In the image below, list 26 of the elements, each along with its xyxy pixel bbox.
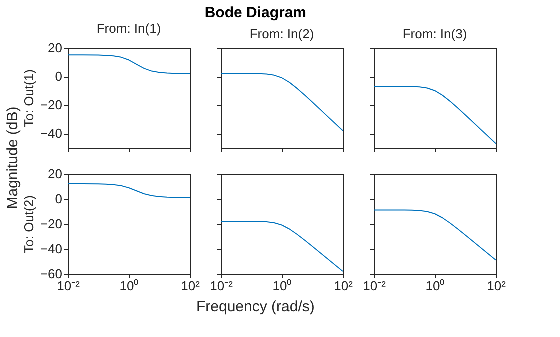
x-tick-label: 10⁰: [120, 278, 140, 294]
text: Magnitude (dB): [4, 106, 22, 210]
y-tick-label: −40: [40, 126, 62, 142]
y-tick-label: 20: [48, 40, 62, 56]
text: Frequency (rad/s): [196, 298, 315, 316]
y-tick-label: 0: [55, 69, 62, 84]
y-tick-label: −20: [40, 216, 62, 232]
chart-title: From: In(3): [402, 26, 468, 42]
chart-title: From: In(1): [96, 21, 162, 36]
x-tick-label: 10²: [181, 278, 201, 294]
x-tick-label: 10²: [487, 278, 507, 294]
y-axis-title: To: Out(1): [21, 70, 36, 128]
x-tick-label: 10⁻²: [210, 278, 234, 294]
y-tick-label: −40: [40, 242, 62, 256]
x-tick-label: 10²: [334, 278, 354, 294]
x-tick-label: 10⁻²: [57, 278, 81, 294]
text: Bode Diagram: [204, 4, 307, 22]
y-tick-label: 20: [48, 166, 62, 182]
x-tick-label: 10⁻²: [363, 278, 387, 294]
x-tick-label: 10⁰: [272, 278, 292, 294]
y-tick-label: −20: [40, 98, 62, 113]
x-tick-label: 10⁰: [426, 278, 446, 294]
chart-title: From: In(2): [250, 26, 314, 42]
y-axis-title: To: Out(2): [21, 196, 36, 254]
y-tick-label: −60: [40, 266, 62, 282]
y-tick-label: 0: [55, 192, 62, 206]
